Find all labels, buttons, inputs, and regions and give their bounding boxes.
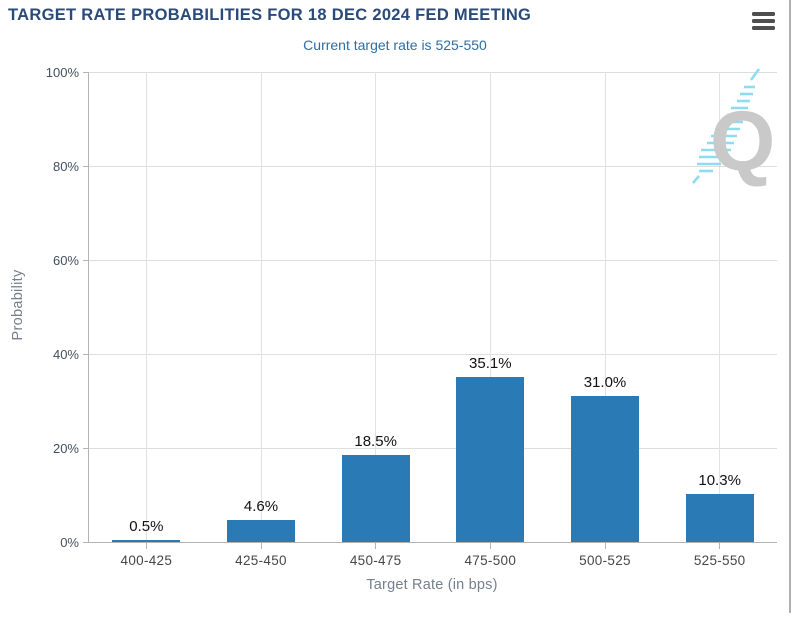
y-tick-label: 80% xyxy=(52,158,79,174)
bar-425-450[interactable] xyxy=(227,520,295,542)
bar-value-label: 18.5% xyxy=(354,433,397,451)
q-logo-dashes xyxy=(692,68,761,184)
bar-value-label: 4.6% xyxy=(243,498,279,516)
v-gridline xyxy=(375,72,377,542)
y-tick-mark xyxy=(83,259,89,261)
h-gridline-80 xyxy=(89,165,777,167)
v-gridline xyxy=(719,72,721,542)
bar-value-label: 10.3% xyxy=(698,471,741,489)
x-tick-label: 475-500 xyxy=(464,553,517,568)
x-tick-mark xyxy=(375,542,377,549)
hamburger-bar xyxy=(752,26,775,30)
v-gridline xyxy=(489,72,491,542)
bar-500-525[interactable] xyxy=(571,396,639,542)
hamburger-menu-icon[interactable] xyxy=(752,12,775,32)
bar-value-label: 0.5% xyxy=(129,517,164,535)
x-tick-label: 525-550 xyxy=(693,553,746,568)
x-tick-label: 450-475 xyxy=(349,553,402,568)
page-right-border xyxy=(789,0,791,613)
x-tick-mark xyxy=(604,542,606,549)
h-gridline-20 xyxy=(89,447,777,449)
page-title: TARGET RATE PROBABILITIES FOR 18 DEC 202… xyxy=(8,6,532,24)
x-tick-mark xyxy=(489,542,491,549)
q-logo-watermark: Q xyxy=(687,66,779,188)
y-tick-label: 0% xyxy=(60,534,79,550)
x-tick-label: 400-425 xyxy=(120,553,173,568)
y-tick-mark xyxy=(83,447,89,449)
y-tick-mark xyxy=(83,353,89,355)
bar-450-475[interactable] xyxy=(341,455,410,542)
chart-subtitle: Current target rate is 525-550 xyxy=(303,37,487,53)
x-axis-title: Target Rate (in bps) xyxy=(366,577,498,593)
plot-area: Q 0% 20% 40% 60% 80% 100% 0.5% 400-425 4.6% 425-4… xyxy=(46,65,777,568)
y-tick-label: 40% xyxy=(52,346,79,362)
bar-400-425[interactable] xyxy=(112,539,181,542)
hamburger-bar xyxy=(752,19,775,23)
y-tick-label: 20% xyxy=(52,440,79,456)
y-tick-mark xyxy=(83,165,89,167)
v-gridline xyxy=(260,72,262,542)
x-tick-label: 425-450 xyxy=(235,553,287,568)
x-tick-mark xyxy=(145,542,147,549)
y-tick-label: 100% xyxy=(45,64,79,80)
bar-value-label: 31.0% xyxy=(583,374,627,392)
h-gridline-60 xyxy=(89,259,777,261)
y-tick-mark xyxy=(83,541,89,543)
x-tick-mark xyxy=(719,542,721,549)
v-gridline xyxy=(604,72,606,542)
bar-525-550[interactable] xyxy=(685,493,754,542)
hamburger-bar xyxy=(752,12,775,16)
q-logo-letter: Q xyxy=(710,94,775,188)
v-gridline xyxy=(145,72,147,542)
h-gridline-40 xyxy=(89,353,777,355)
bar-475-500[interactable] xyxy=(456,377,525,542)
h-gridline-100 xyxy=(89,71,777,73)
x-tick-mark xyxy=(260,542,262,549)
y-tick-label: 60% xyxy=(52,252,79,268)
y-tick-mark xyxy=(83,71,89,73)
x-tick-label: 500-525 xyxy=(579,553,631,568)
bar-value-label: 35.1% xyxy=(469,355,512,373)
y-axis-title: Probability xyxy=(10,269,26,341)
